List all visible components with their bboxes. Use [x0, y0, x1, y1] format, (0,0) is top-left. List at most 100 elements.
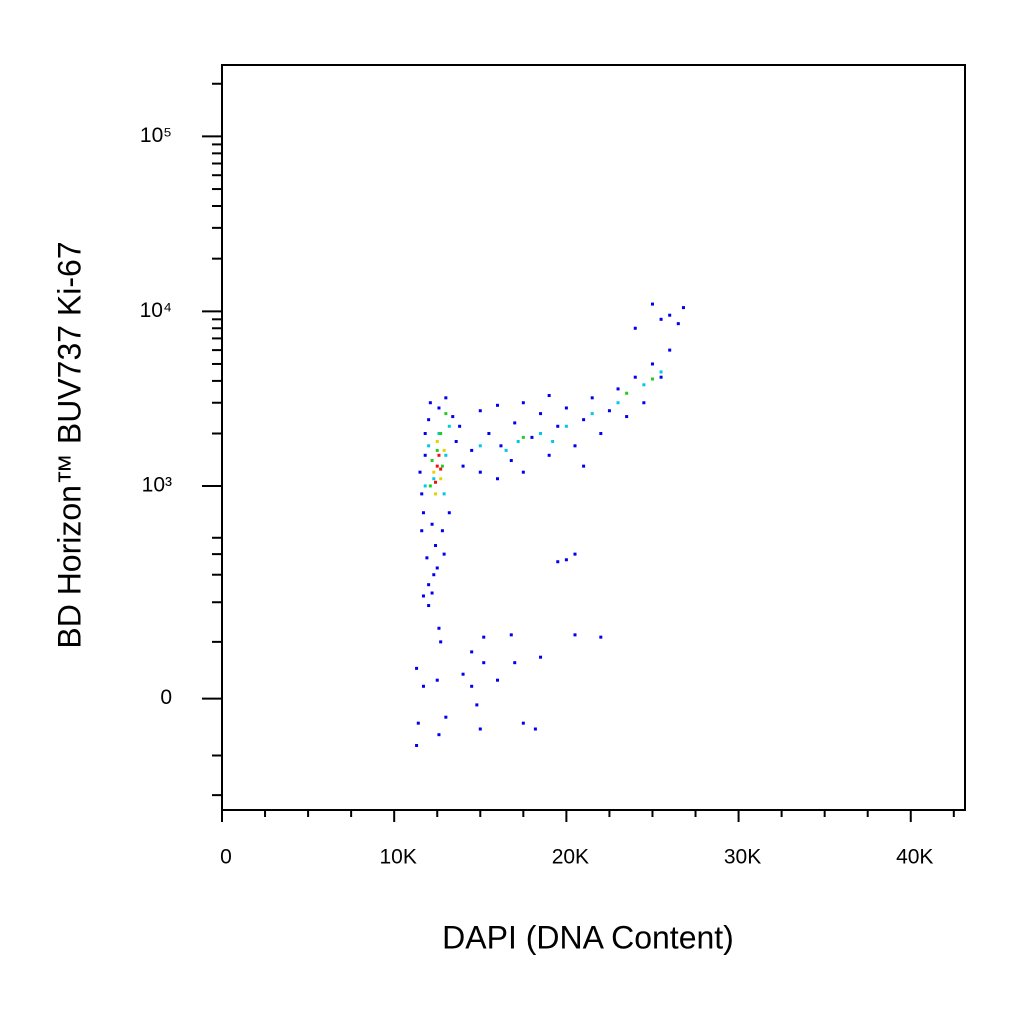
point	[551, 439, 555, 443]
point	[427, 418, 431, 422]
point	[504, 448, 508, 452]
point	[496, 678, 500, 682]
point	[642, 401, 646, 405]
point	[650, 377, 654, 381]
point	[539, 412, 543, 416]
point	[509, 633, 513, 637]
point	[447, 511, 451, 515]
point	[421, 684, 425, 688]
point	[440, 529, 444, 533]
point	[439, 467, 443, 471]
y-tick-label: 10⁵	[140, 124, 172, 147]
point	[478, 409, 482, 413]
point	[616, 387, 620, 391]
point	[533, 727, 537, 731]
point	[454, 439, 458, 443]
point	[521, 435, 525, 439]
point	[509, 459, 513, 463]
point	[478, 470, 482, 474]
plot-frame	[221, 64, 966, 811]
point	[582, 418, 586, 422]
point	[478, 444, 482, 448]
y-tick-label: 10⁴	[140, 299, 172, 322]
point	[420, 492, 424, 496]
point	[496, 477, 500, 481]
point	[547, 453, 551, 457]
x-tick-label: 40K	[896, 846, 933, 869]
x-tick-label: 30K	[724, 846, 761, 869]
point	[625, 391, 629, 395]
point	[564, 424, 568, 428]
point	[442, 448, 446, 452]
point	[435, 678, 439, 682]
point	[470, 684, 474, 688]
point	[487, 432, 491, 436]
point	[564, 406, 568, 410]
point	[442, 492, 446, 496]
point	[442, 552, 446, 556]
point	[418, 470, 422, 474]
point	[430, 591, 434, 595]
point	[435, 464, 439, 468]
point	[513, 421, 517, 425]
point	[582, 464, 586, 468]
point	[416, 721, 420, 725]
point	[625, 415, 629, 419]
point	[642, 383, 646, 387]
point	[437, 733, 441, 737]
point	[616, 401, 620, 405]
point	[458, 424, 462, 428]
point	[423, 484, 427, 488]
point	[434, 492, 438, 496]
y-axis-title: BD Horizon™ BUV737 Ki-67	[51, 241, 87, 648]
point	[633, 375, 637, 379]
point	[440, 464, 444, 468]
point	[415, 743, 419, 747]
point	[573, 552, 577, 556]
point	[430, 522, 434, 526]
point	[668, 313, 672, 317]
point	[423, 432, 427, 436]
point	[590, 396, 594, 400]
point	[439, 640, 443, 644]
point	[435, 448, 439, 452]
point	[573, 633, 577, 637]
point	[435, 566, 439, 570]
point	[530, 435, 534, 439]
point	[444, 453, 448, 457]
point	[415, 666, 419, 670]
point	[437, 432, 441, 436]
point	[633, 326, 637, 330]
point	[430, 459, 434, 463]
point	[482, 661, 486, 665]
point	[499, 444, 503, 448]
point	[435, 439, 439, 443]
point	[421, 511, 425, 515]
y-tick-label: 10³	[142, 473, 172, 496]
point	[496, 403, 500, 407]
point	[444, 396, 448, 400]
point	[437, 626, 441, 630]
point	[564, 558, 568, 562]
point	[556, 560, 560, 564]
point	[521, 401, 525, 405]
point	[516, 439, 520, 443]
point	[539, 432, 543, 436]
point	[470, 650, 474, 654]
point	[461, 672, 465, 676]
point	[556, 424, 560, 428]
point	[659, 317, 663, 321]
point	[437, 406, 441, 410]
point	[447, 424, 451, 428]
point	[547, 394, 551, 398]
point	[423, 453, 427, 457]
point	[432, 477, 436, 481]
point	[427, 604, 431, 608]
point	[427, 583, 431, 587]
point	[513, 661, 517, 665]
y-tick-label: 0	[160, 686, 172, 709]
x-tick-label: 0	[220, 846, 232, 869]
point	[482, 635, 486, 639]
point	[650, 302, 654, 306]
